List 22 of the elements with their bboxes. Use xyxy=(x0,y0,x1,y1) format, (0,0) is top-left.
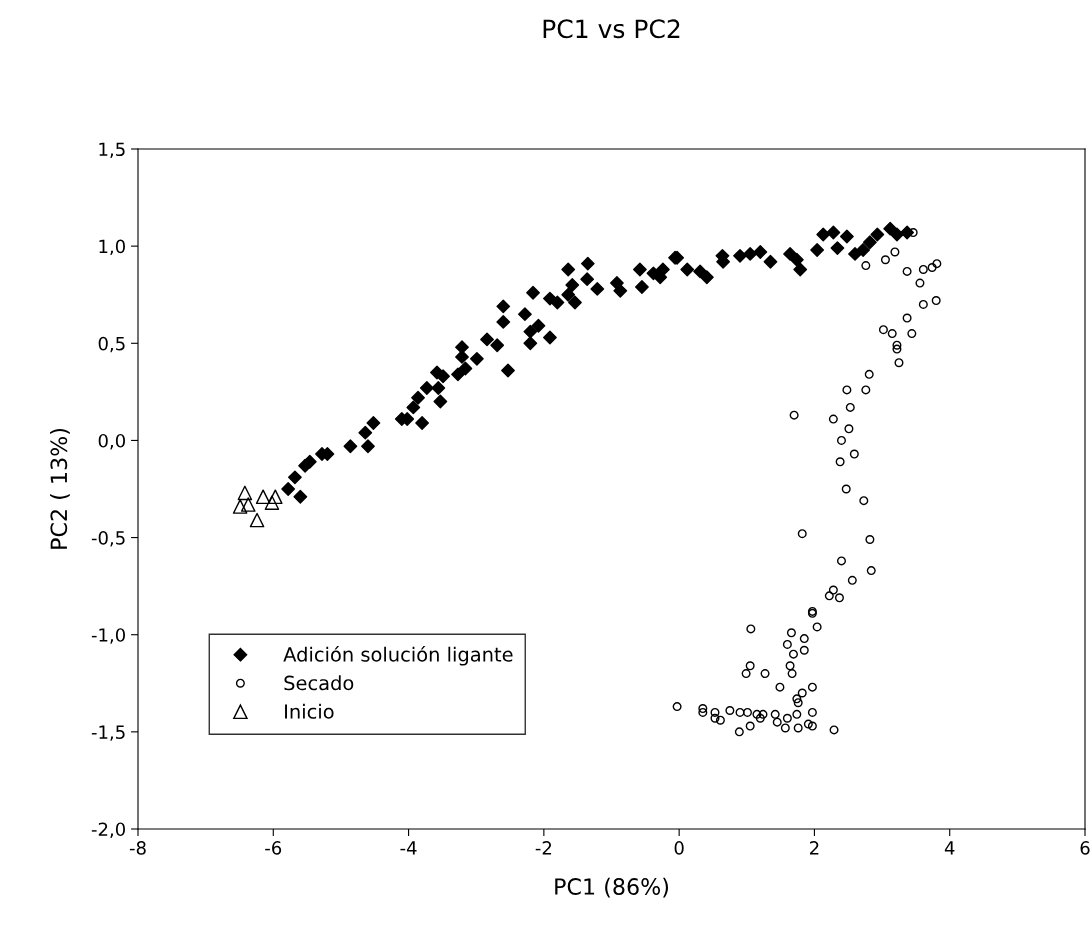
legend-label: Secado xyxy=(284,675,354,691)
x-tick-label: -6 xyxy=(265,841,282,855)
legend-label: Adición solución ligante xyxy=(283,645,513,666)
x-tick-label: 6 xyxy=(1080,841,1090,855)
x-tick-label: -8 xyxy=(129,841,146,855)
x-tick-label: 4 xyxy=(944,841,955,855)
x-tick-label: 0 xyxy=(674,841,684,855)
x-axis-title: PC1 (86%) xyxy=(555,877,669,898)
legend-label: Inicio xyxy=(285,703,334,719)
y-axis-title: PC2 ( 13%) xyxy=(50,428,70,549)
y-tick-label: -1,0 xyxy=(91,628,125,644)
y-tick-label: -0,5 xyxy=(91,531,125,547)
y-tick-label: 0,0 xyxy=(98,433,125,450)
y-tick-label: -1,5 xyxy=(91,725,125,741)
x-tick-label: -4 xyxy=(400,841,417,855)
y-tick-label: -2,0 xyxy=(91,822,125,838)
y-tick-label: 1,5 xyxy=(99,142,125,158)
x-tick-label: -2 xyxy=(535,841,552,855)
y-tick-label: 0,5 xyxy=(98,336,125,353)
y-tick-label: 1,0 xyxy=(99,239,125,256)
x-tick-label: 2 xyxy=(810,841,819,855)
chart-title: PC1 vs PC2 xyxy=(543,19,680,39)
